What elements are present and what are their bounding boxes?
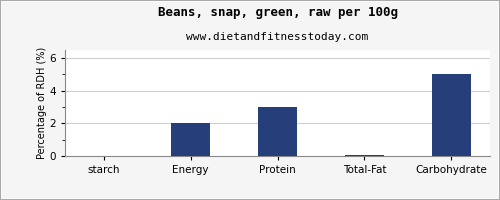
- Text: www.dietandfitnesstoday.com: www.dietandfitnesstoday.com: [186, 32, 368, 42]
- Bar: [432, 74, 470, 156]
- Bar: [345, 155, 384, 156]
- Bar: [258, 107, 297, 156]
- Bar: [171, 123, 210, 156]
- Y-axis label: Percentage of RDH (%): Percentage of RDH (%): [36, 47, 46, 159]
- Text: Beans, snap, green, raw per 100g: Beans, snap, green, raw per 100g: [158, 6, 398, 19]
